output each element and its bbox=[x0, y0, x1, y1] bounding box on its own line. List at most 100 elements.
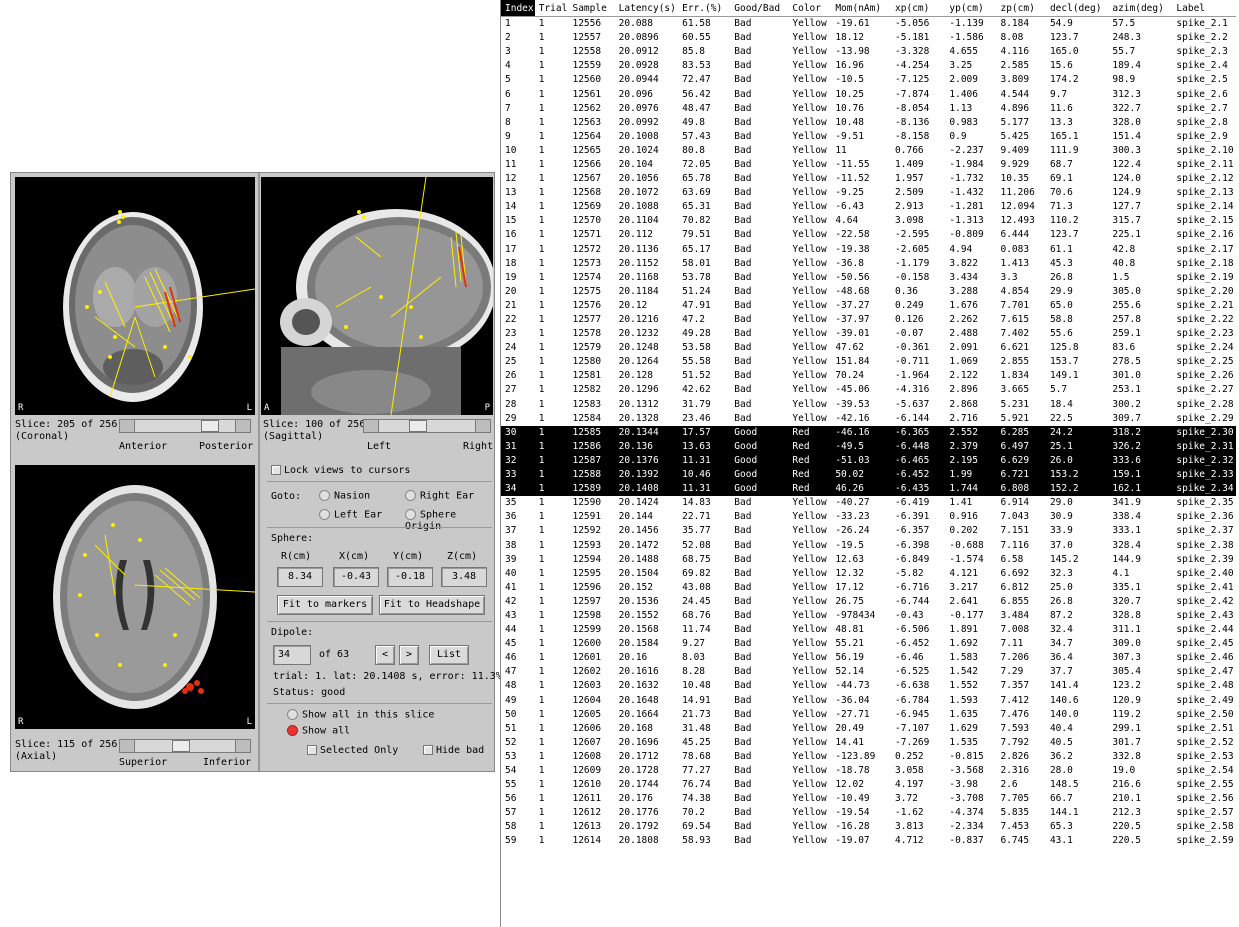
table-row[interactable]: 44 1 12599 20.1568 11.74 Bad Yellow 48.81 -6.506… bbox=[501, 623, 1236, 637]
table-row[interactable]: 29 1 12584 20.1328 23.46 Bad Yellow -42.16 -6.14… bbox=[501, 412, 1236, 426]
table-row[interactable]: 55 1 12610 20.1744 76.74 Bad Yellow 12.02 4.197 -… bbox=[501, 778, 1236, 792]
table-row[interactable]: 14 1 12569 20.1088 65.31 Bad Yellow -6.43 2.913 -… bbox=[501, 200, 1236, 214]
table-row[interactable]: 34 1 12589 20.1408 11.31 Good Red 46.26 -6.435 1.… bbox=[501, 482, 1236, 497]
previous-dipole-button[interactable]: < bbox=[375, 645, 395, 665]
coronal-slider-left-arrow[interactable] bbox=[120, 420, 135, 432]
column-header-zp-cm[interactable]: zp(cm) bbox=[996, 0, 1046, 17]
table-row[interactable]: 2 1 12557 20.0896 60.55 Bad Yellow 18.12 -5.181 -… bbox=[501, 31, 1236, 45]
lock-views-checkbox[interactable]: Lock views to cursors bbox=[271, 465, 410, 476]
table-row[interactable]: 15 1 12570 20.1104 70.82 Bad Yellow 4.64 3.098 -1… bbox=[501, 214, 1236, 228]
table-row[interactable]: 46 1 12601 20.16 8.03 Bad Yellow 56.19 -6.46 1.58… bbox=[501, 651, 1236, 665]
sagittal-slider-thumb[interactable] bbox=[409, 420, 428, 432]
table-row[interactable]: 12 1 12567 20.1056 65.78 Bad Yellow -11.52 1.957… bbox=[501, 172, 1236, 186]
column-header-xp-cm[interactable]: xp(cm) bbox=[891, 0, 946, 17]
table-row[interactable]: 20 1 12575 20.1184 51.24 Bad Yellow -48.68 0.36 3… bbox=[501, 285, 1236, 299]
table-row[interactable]: 56 1 12611 20.176 74.38 Bad Yellow -10.49 3.72 -3… bbox=[501, 792, 1236, 806]
column-header-color[interactable]: Color bbox=[788, 0, 832, 17]
fit-to-markers-button[interactable]: Fit to markers bbox=[277, 595, 373, 615]
column-header-mom-nam[interactable]: Mom(nAm) bbox=[831, 0, 892, 17]
selected-only-checkbox[interactable]: Selected Only bbox=[307, 745, 398, 756]
table-row[interactable]: 18 1 12573 20.1152 58.01 Bad Yellow -36.8 -1.179… bbox=[501, 257, 1236, 271]
table-row[interactable]: 24 1 12579 20.1248 53.58 Bad Yellow 47.62 -0.361… bbox=[501, 341, 1236, 355]
table-row[interactable]: 39 1 12594 20.1488 68.75 Bad Yellow 12.63 -6.849… bbox=[501, 553, 1236, 567]
column-header-decl-deg[interactable]: decl(deg) bbox=[1045, 0, 1109, 17]
table-row[interactable]: 40 1 12595 20.1504 69.82 Bad Yellow 12.32 -5.82 4… bbox=[501, 567, 1236, 581]
table-row[interactable]: 59 1 12614 20.1808 58.93 Bad Yellow -19.07 4.712… bbox=[501, 834, 1236, 848]
show-all-radio[interactable]: Show all bbox=[287, 725, 350, 737]
table-row[interactable]: 13 1 12568 20.1072 63.69 Bad Yellow -9.25 2.509 -… bbox=[501, 186, 1236, 200]
column-header-latency-s[interactable]: Latency(s) bbox=[614, 0, 679, 17]
goto-sphere-origin-radio[interactable]: Sphere Origin bbox=[405, 509, 457, 532]
table-row[interactable]: 33 1 12588 20.1392 10.46 Good Red 50.02 -6.452 1.… bbox=[501, 468, 1236, 483]
sagittal-slider[interactable] bbox=[363, 419, 491, 433]
axial-slider-right-arrow[interactable] bbox=[235, 740, 250, 752]
table-row[interactable]: 5 1 12560 20.0944 72.47 Bad Yellow -10.5 -7.125 2… bbox=[501, 73, 1236, 87]
table-row[interactable]: 37 1 12592 20.1456 35.77 Bad Yellow -26.24 -6.35… bbox=[501, 524, 1236, 538]
axial-slider[interactable] bbox=[119, 739, 251, 753]
column-header-label[interactable]: Label bbox=[1172, 0, 1236, 17]
table-row[interactable]: 35 1 12590 20.1424 14.83 Bad Yellow -40.27 -6.41… bbox=[501, 496, 1236, 510]
table-row[interactable]: 8 1 12563 20.0992 49.8 Bad Yellow 10.48 -8.136 0.… bbox=[501, 116, 1236, 130]
fit-to-headshape-button[interactable]: Fit to Headshape bbox=[379, 595, 485, 615]
table-row[interactable]: 19 1 12574 20.1168 53.78 Bad Yellow -50.56 -0.15… bbox=[501, 271, 1236, 285]
table-row[interactable]: 16 1 12571 20.112 79.51 Bad Yellow -22.58 -2.595… bbox=[501, 228, 1236, 242]
coronal-view[interactable]: R L bbox=[15, 177, 255, 415]
sphere-x-field[interactable]: -0.43 bbox=[333, 567, 379, 587]
table-row[interactable]: 57 1 12612 20.1776 70.2 Bad Yellow -19.54 -1.62 -… bbox=[501, 806, 1236, 820]
column-header-err[interactable]: Err.(%) bbox=[678, 0, 731, 17]
table-row[interactable]: 27 1 12582 20.1296 42.62 Bad Yellow -45.06 -4.31… bbox=[501, 383, 1236, 397]
table-row[interactable]: 41 1 12596 20.152 43.08 Bad Yellow 17.12 -6.716 3… bbox=[501, 581, 1236, 595]
column-header-index[interactable]: Index bbox=[501, 0, 535, 17]
table-row[interactable]: 26 1 12581 20.128 51.52 Bad Yellow 70.24 -1.964 2… bbox=[501, 369, 1236, 383]
table-row[interactable]: 21 1 12576 20.12 47.91 Bad Yellow -37.27 0.249 1.… bbox=[501, 299, 1236, 313]
goto-right-ear-radio[interactable]: Right Ear bbox=[405, 490, 474, 502]
sphere-y-field[interactable]: -0.18 bbox=[387, 567, 433, 587]
column-header-sample[interactable]: Sample bbox=[568, 0, 615, 17]
coronal-slider-right-arrow[interactable] bbox=[235, 420, 250, 432]
goto-nasion-radio[interactable]: Nasion bbox=[319, 490, 370, 502]
table-row[interactable]: 11 1 12566 20.104 72.05 Bad Yellow -11.55 1.409-… bbox=[501, 158, 1236, 172]
table-row[interactable]: 30 1 12585 20.1344 17.57 Good Red -46.16 -6.365 2… bbox=[501, 425, 1236, 440]
dipole-index-field[interactable]: 34 bbox=[273, 645, 311, 665]
table-row[interactable]: 58 1 12613 20.1792 69.54 Bad Yellow -16.28 3.813… bbox=[501, 820, 1236, 834]
sphere-r-field[interactable]: 8.34 bbox=[277, 567, 323, 587]
column-header-yp-cm[interactable]: yp(cm) bbox=[945, 0, 997, 17]
table-row[interactable]: 3 1 12558 20.0912 85.8 Bad Yellow -13.98 -3.328 4… bbox=[501, 45, 1236, 59]
sphere-z-field[interactable]: 3.48 bbox=[441, 567, 487, 587]
table-row[interactable]: 42 1 12597 20.1536 24.45 Bad Yellow 26.75 -6.744… bbox=[501, 595, 1236, 609]
table-row[interactable]: 36 1 12591 20.144 22.71 Bad Yellow -33.23 -6.391… bbox=[501, 510, 1236, 524]
axial-view[interactable]: R L bbox=[15, 465, 255, 729]
table-row[interactable]: 48 1 12603 20.1632 10.48 Bad Yellow -44.73 -6.63… bbox=[501, 679, 1236, 693]
table-row[interactable]: 17 1 12572 20.1136 65.17 Bad Yellow -19.38 -2.60… bbox=[501, 243, 1236, 257]
axial-slider-left-arrow[interactable] bbox=[120, 740, 135, 752]
table-row[interactable]: 7 1 12562 20.0976 48.47 Bad Yellow 10.76 -8.054 1… bbox=[501, 102, 1236, 116]
sagittal-slider-right-arrow[interactable] bbox=[475, 420, 490, 432]
coronal-slider-thumb[interactable] bbox=[201, 420, 220, 432]
goto-left-ear-radio[interactable]: Left Ear bbox=[319, 509, 382, 521]
table-row[interactable]: 45 1 12600 20.1584 9.27 Bad Yellow 55.21 -6.452 1… bbox=[501, 637, 1236, 651]
table-row[interactable]: 49 1 12604 20.1648 14.91 Bad Yellow -36.04 -6.78… bbox=[501, 694, 1236, 708]
lock-views-check-box[interactable] bbox=[271, 465, 281, 475]
show-all-in-slice-radio[interactable]: Show all in this slice bbox=[287, 709, 434, 721]
table-row[interactable]: 52 1 12607 20.1696 45.25 Bad Yellow 14.41 -7.269… bbox=[501, 736, 1236, 750]
table-row[interactable]: 53 1 12608 20.1712 78.68 Bad Yellow -123.89 0.25… bbox=[501, 750, 1236, 764]
table-row[interactable]: 50 1 12605 20.1664 21.73 Bad Yellow -27.71 -6.94… bbox=[501, 708, 1236, 722]
coronal-slider[interactable] bbox=[119, 419, 251, 433]
table-row[interactable]: 22 1 12577 20.1216 47.2 Bad Yellow -37.97 0.126 2… bbox=[501, 313, 1236, 327]
table-row[interactable]: 38 1 12593 20.1472 52.08 Bad Yellow -19.5 -6.398… bbox=[501, 538, 1236, 552]
table-row[interactable]: 54 1 12609 20.1728 77.27 Bad Yellow -18.78 3.058… bbox=[501, 764, 1236, 778]
column-header-trial[interactable]: Trial bbox=[534, 0, 569, 17]
table-row[interactable]: 47 1 12602 20.1616 8.28 Bad Yellow 52.14 -6.525 1… bbox=[501, 665, 1236, 679]
hide-bad-checkbox[interactable]: Hide bad bbox=[423, 745, 484, 756]
table-row[interactable]: 32 1 12587 20.1376 11.31 Good Red -51.03 -6.465 2… bbox=[501, 453, 1236, 468]
table-row[interactable]: 10 1 12565 20.1024 80.8 Bad Yellow 11 0.766 -2.23… bbox=[501, 144, 1236, 158]
table-row[interactable]: 1 1 12556 20.088 61.58 Bad Yellow -19.61 -5.056 -… bbox=[501, 17, 1236, 32]
list-button[interactable]: List bbox=[429, 645, 469, 665]
table-row[interactable]: 43 1 12598 20.1552 68.76 Bad Yellow -978434 -0.4… bbox=[501, 609, 1236, 623]
column-header-good-bad[interactable]: Good/Bad bbox=[730, 0, 789, 17]
table-row[interactable]: 9 1 12564 20.1008 57.43 Bad Yellow -9.51 -8.158 0… bbox=[501, 130, 1236, 144]
table-row[interactable]: 51 1 12606 20.168 31.48 Bad Yellow 20.49 -7.107 1… bbox=[501, 722, 1236, 736]
column-header-azim-deg[interactable]: azim(deg) bbox=[1108, 0, 1173, 17]
axial-slider-thumb[interactable] bbox=[171, 740, 190, 752]
sagittal-view[interactable]: A P bbox=[261, 177, 493, 415]
